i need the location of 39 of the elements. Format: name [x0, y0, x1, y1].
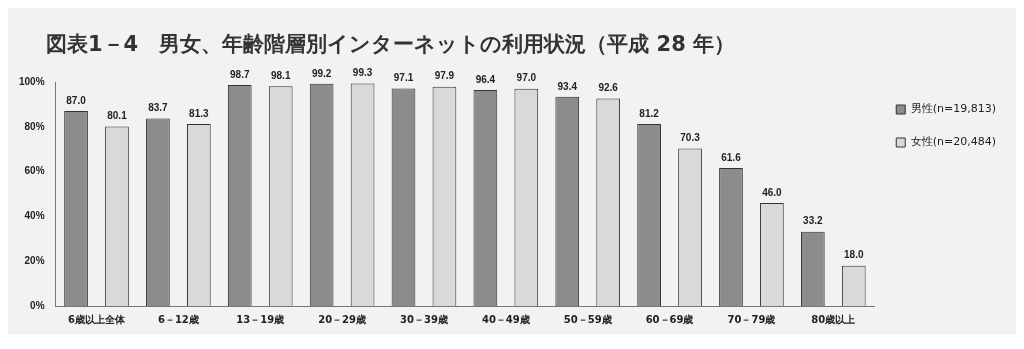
y-tick-label: 60%	[24, 165, 45, 177]
data-label: 97.0	[516, 72, 537, 84]
x-tick-label: 6歳以上全体	[68, 313, 126, 325]
data-label: 80.1	[107, 110, 128, 122]
y-tick-label: 80%	[24, 120, 45, 132]
data-label: 18.0	[844, 249, 864, 261]
data-label: 93.4	[557, 80, 578, 92]
data-label: 46.0	[762, 186, 783, 198]
x-tick-label: 50－59歳	[563, 313, 612, 325]
data-label: 96.4	[475, 73, 496, 85]
x-tick-label: 6－12歳	[157, 313, 199, 325]
legend-label: 男性(n=19,813)	[910, 102, 996, 116]
data-label: 61.6	[721, 151, 742, 163]
data-label: 33.2	[803, 215, 824, 227]
x-tick-label: 20－29歳	[318, 313, 367, 325]
chart-title: 図表1－4 男女、年齢階層別インターネットの利用状況（平成 28 年）	[45, 31, 737, 58]
y-tick-label: 40%	[24, 210, 45, 222]
x-tick-label: 60－69歳	[645, 313, 694, 325]
data-label: 83.7	[148, 102, 169, 114]
x-tick-label: 40－49歳	[481, 313, 530, 325]
data-label: 97.1	[393, 72, 414, 84]
data-label: 98.7	[230, 68, 250, 80]
data-label: 97.9	[434, 70, 455, 82]
data-label: 81.2	[639, 107, 660, 119]
y-tick-label: 100%	[19, 75, 45, 87]
data-label: 92.6	[598, 82, 619, 94]
y-tick-label: 0%	[30, 299, 45, 311]
x-tick-label: 70－79歳	[727, 313, 776, 325]
x-tick-label: 30－39歳	[400, 313, 448, 325]
data-label: 81.3	[189, 107, 210, 119]
data-label: 87.0	[66, 94, 87, 106]
data-label: 98.1	[270, 70, 291, 82]
x-tick-label: 80歳以上	[811, 313, 856, 325]
data-label: 70.3	[680, 132, 701, 144]
x-tick-label: 13－19歳	[236, 313, 285, 325]
data-label: 99.2	[311, 67, 332, 79]
data-label: 99.3	[352, 67, 373, 79]
legend-label: 女性(n=20,484)	[910, 135, 996, 149]
y-tick-label: 20%	[24, 254, 45, 266]
